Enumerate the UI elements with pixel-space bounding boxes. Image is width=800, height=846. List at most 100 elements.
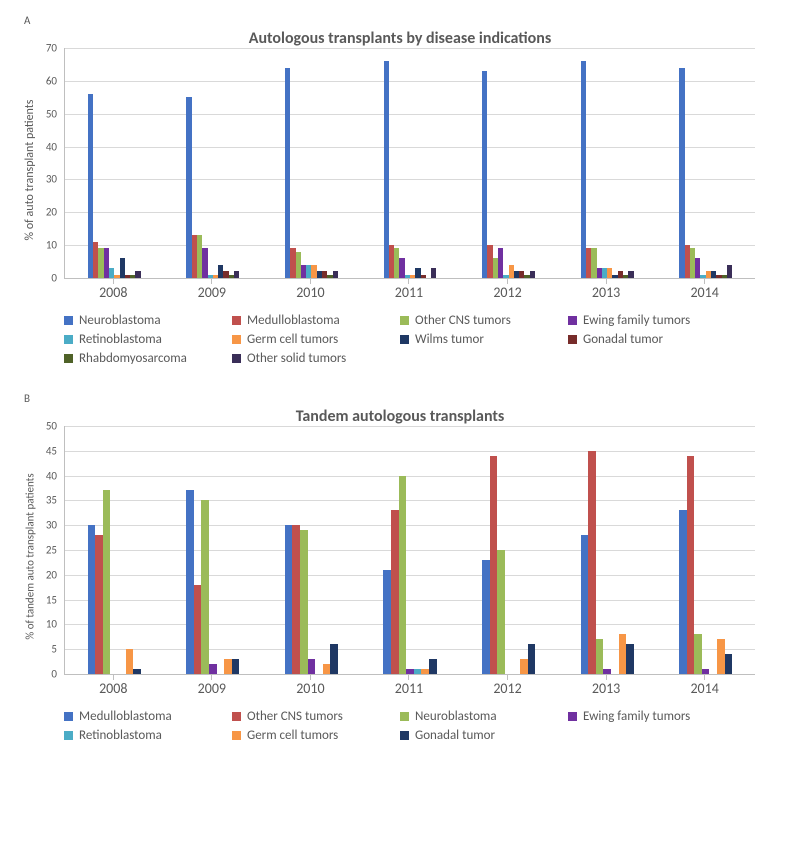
- bar: [399, 476, 407, 674]
- legend-label: Gonadal tumor: [415, 728, 495, 743]
- bar: [520, 659, 528, 674]
- chart-b-xticks: 2008200920102011201220132014: [64, 675, 754, 697]
- bar: [323, 664, 331, 674]
- bar: [308, 659, 316, 674]
- ytick-label: 50: [46, 107, 57, 120]
- legend-item: Neuroblastoma: [400, 709, 568, 724]
- bar: [414, 669, 422, 674]
- bar: [406, 669, 414, 674]
- bar: [234, 271, 239, 278]
- legend-swatch: [400, 335, 409, 344]
- bar: [333, 271, 338, 278]
- year-group: [482, 456, 535, 674]
- bar: [103, 490, 111, 674]
- xtick: 2013: [557, 279, 656, 301]
- bar: [530, 271, 535, 278]
- legend-label: Retinoblastoma: [79, 332, 162, 347]
- chart-a-title: Autologous transplants by disease indica…: [20, 29, 780, 48]
- legend-swatch: [568, 712, 577, 721]
- legend-label: Other CNS tumors: [415, 313, 511, 328]
- legend-item: Retinoblastoma: [64, 728, 232, 743]
- chart-a-ylabel: % of auto transplant patients: [23, 100, 37, 241]
- chart-b-ylabel: % of tandem auto transplant patients: [24, 473, 37, 639]
- bar: [431, 268, 436, 278]
- bar: [330, 644, 338, 674]
- ytick-label: 40: [46, 140, 57, 153]
- chart-a-legend: Neuroblastoma Medulloblastoma Other CNS tu…: [60, 307, 758, 374]
- bar: [528, 644, 536, 674]
- gridline: [65, 426, 755, 427]
- year-group: [581, 451, 634, 674]
- ytick-label: 45: [46, 444, 57, 457]
- xtick: 2012: [458, 675, 557, 697]
- bar: [209, 664, 217, 674]
- xtick: 2013: [557, 675, 656, 697]
- bar: [201, 500, 209, 674]
- legend-swatch: [232, 712, 241, 721]
- legend-item: Ewing family tumors: [568, 709, 736, 724]
- legend-label: Ewing family tumors: [583, 313, 690, 328]
- legend-item: Other CNS tumors: [232, 709, 400, 724]
- xtick-label: 2014: [655, 680, 754, 697]
- ytick-label: 0: [51, 668, 57, 681]
- year-group: [186, 490, 239, 674]
- ytick-label: 30: [46, 519, 57, 532]
- legend-label: Rhabdomyosarcoma: [79, 351, 187, 366]
- legend-label: Gonadal tumor: [583, 332, 663, 347]
- xtick: 2008: [64, 279, 163, 301]
- bar: [186, 490, 194, 674]
- legend-label: Wilms tumor: [415, 332, 484, 347]
- ytick-label: 50: [46, 420, 57, 433]
- bar: [95, 535, 103, 674]
- legend-swatch: [400, 316, 409, 325]
- year-group: [384, 61, 437, 278]
- bar: [292, 525, 300, 674]
- xtick: 2008: [64, 675, 163, 697]
- legend-swatch: [400, 712, 409, 721]
- legend-label: Medulloblastoma: [79, 709, 172, 724]
- legend-item: Ewing family tumors: [568, 313, 736, 328]
- legend-item: Germ cell tumors: [232, 332, 400, 347]
- xtick-label: 2011: [360, 284, 459, 301]
- xtick-label: 2008: [64, 284, 163, 301]
- chart-b-title: Tandem autologous transplants: [20, 407, 780, 426]
- bar: [482, 560, 490, 674]
- legend-swatch: [64, 316, 73, 325]
- legend-item: Medulloblastoma: [232, 313, 400, 328]
- panel-b-label: B: [24, 392, 780, 405]
- xtick: 2011: [360, 675, 459, 697]
- year-group: [88, 490, 141, 674]
- bar: [581, 61, 586, 278]
- ytick-label: 30: [46, 173, 57, 186]
- legend-item: Gonadal tumor: [568, 332, 736, 347]
- xtick-label: 2009: [163, 680, 262, 697]
- legend-swatch: [232, 354, 241, 363]
- panel-a: A Autologous transplants by disease indi…: [20, 14, 780, 374]
- legend-swatch: [64, 354, 73, 363]
- xtick: 2009: [163, 675, 262, 697]
- bar: [702, 669, 710, 674]
- year-group: [383, 476, 436, 674]
- chart-b-legend: Medulloblastoma Other CNS tumors Neuroblas…: [60, 703, 758, 751]
- legend-label: Neuroblastoma: [79, 313, 161, 328]
- xtick: 2012: [458, 279, 557, 301]
- legend-label: Germ cell tumors: [247, 728, 338, 743]
- legend-swatch: [64, 335, 73, 344]
- legend-label: Other CNS tumors: [247, 709, 343, 724]
- xtick: 2014: [655, 279, 754, 301]
- ytick-label: 20: [46, 206, 57, 219]
- xtick-label: 2014: [655, 284, 754, 301]
- year-group: [88, 94, 141, 278]
- legend-item: Germ cell tumors: [232, 728, 400, 743]
- xtick-label: 2009: [163, 284, 262, 301]
- bar: [300, 530, 308, 674]
- legend-label: Germ cell tumors: [247, 332, 338, 347]
- ytick-label: 20: [46, 568, 57, 581]
- legend-label: Retinoblastoma: [79, 728, 162, 743]
- bar: [133, 669, 141, 674]
- year-group: [285, 525, 338, 674]
- ytick-label: 70: [46, 42, 57, 55]
- chart-b-wrap: % of tandem auto transplant patients 051…: [20, 426, 780, 697]
- ytick-label: 5: [51, 643, 57, 656]
- bar: [126, 649, 134, 674]
